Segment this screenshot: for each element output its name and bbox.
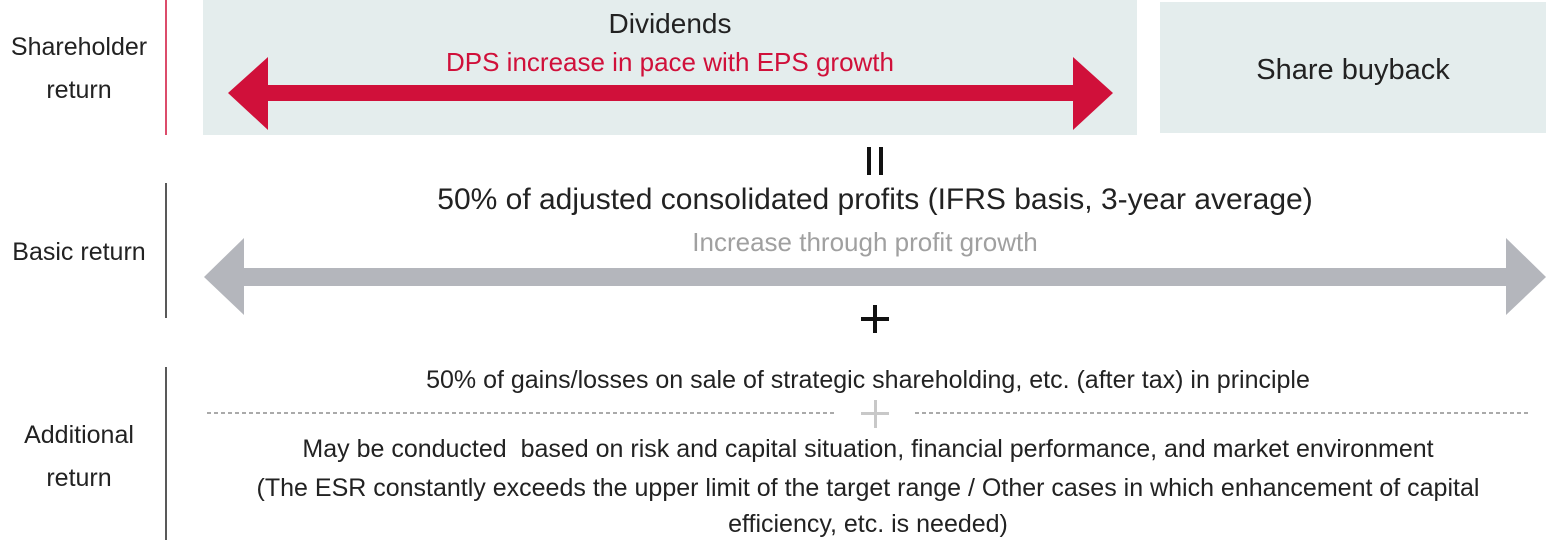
basic-text: 50% of adjusted consolidated profits (IF…: [437, 183, 1313, 216]
row-label: Basic return: [12, 238, 146, 266]
additional-text: 50% of gains/losses on sale of strategic…: [426, 366, 1310, 394]
red-arrow: [228, 57, 1113, 130]
equals-sign: [879, 147, 883, 175]
additional-text: May be conducted based on risk and capit…: [302, 435, 1434, 463]
basic-arrow-text: Increase through profit growth: [692, 227, 1038, 257]
plus-sign: [873, 305, 877, 333]
row-label: Shareholder return: [10, 33, 148, 104]
row-label: Additional return: [24, 421, 134, 492]
equals-sign: [867, 147, 871, 175]
dividends-box: [203, 0, 1137, 135]
dividends-arrow-text: DPS increase in pace with EPS growth: [446, 47, 894, 77]
buyback-title: Share buyback: [1256, 54, 1450, 86]
plus-sign-light: [874, 400, 877, 428]
dividends-title: Dividends: [608, 8, 732, 39]
buyback-box: [1160, 2, 1546, 133]
additional-text: (The ESR constantly exceeds the upper li…: [256, 474, 1480, 538]
gray-arrow: [204, 238, 1546, 315]
